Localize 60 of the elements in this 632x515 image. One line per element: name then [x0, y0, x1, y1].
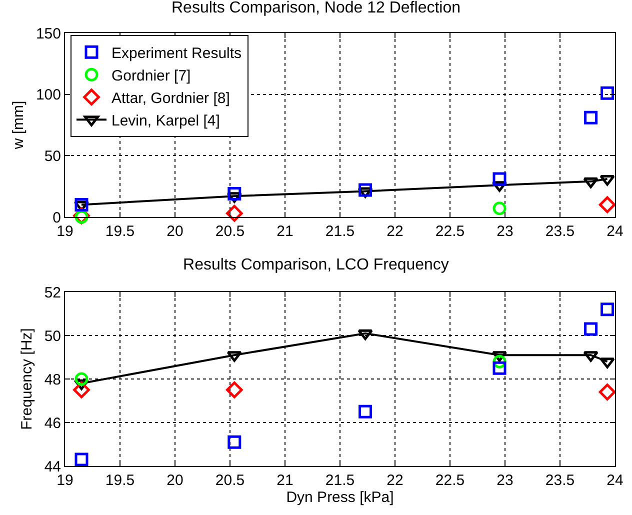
point: [492, 202, 506, 216]
point: [74, 452, 88, 466]
chart-title: Results Comparison, Node 12 Deflection: [171, 0, 461, 16]
y-axis-title: Frequency [Hz]: [18, 328, 36, 430]
y-tick-label: 50: [44, 328, 61, 345]
point: [358, 329, 373, 340]
legend-label: Levin, Karpel [4]: [112, 112, 220, 130]
point: [74, 198, 88, 212]
point: [584, 110, 598, 124]
x-tick-label: 24: [606, 472, 624, 489]
y-tick-label: 52: [44, 284, 61, 302]
point: [583, 351, 598, 362]
point: [228, 435, 242, 449]
x-tick-label: 21.5: [325, 223, 355, 240]
point: [600, 86, 614, 100]
chart-title: Results Comparison, LCO Frequency: [183, 256, 449, 274]
x-tick-label: 22: [386, 472, 404, 489]
x-tick-label: 23.5: [545, 472, 575, 489]
point: [226, 204, 243, 222]
y-axis-title: w [mm]: [10, 100, 28, 150]
x-tick-label: 22: [386, 223, 404, 240]
y-tick-label: 100: [36, 86, 61, 104]
point: [600, 302, 614, 316]
y-tick-label: 46: [44, 414, 61, 432]
point: [492, 361, 506, 375]
point: [492, 172, 506, 186]
point: [226, 381, 243, 398]
point: [598, 196, 616, 214]
point: [600, 358, 615, 368]
x-tick-label: 23: [496, 223, 514, 240]
x-tick-label: 23.5: [545, 223, 575, 240]
y-tick-label: 50: [44, 148, 61, 165]
legend-label: Attar, Gordnier [8]: [112, 90, 230, 107]
x-tick-label: 21.5: [325, 472, 355, 489]
x-tick-label: 19.5: [105, 223, 135, 240]
y-tick-label: 48: [44, 371, 61, 388]
x-tick-label: 22.5: [435, 472, 465, 489]
x-tick-label: 20: [166, 223, 184, 240]
legend-label: Gordnier [7]: [112, 67, 191, 84]
point: [358, 404, 372, 418]
y-tick-label: 150: [36, 25, 61, 42]
x-axis-title: Dyn Press [kPa]: [286, 489, 394, 506]
x-tick-label: 24: [606, 223, 624, 240]
x-tick-label: 22.5: [435, 223, 465, 240]
x-tick-label: 21: [276, 472, 294, 489]
legend-label: Experiment Results: [112, 44, 242, 62]
point: [358, 183, 372, 197]
point: [583, 177, 598, 188]
point: [228, 186, 242, 200]
x-tick-label: 23: [496, 472, 514, 489]
point: [74, 372, 88, 386]
point: [226, 351, 242, 362]
x-tick-label: 20.5: [215, 223, 245, 240]
point: [584, 322, 598, 336]
x-tick-label: 21: [276, 223, 294, 240]
point: [598, 384, 616, 400]
point: [600, 174, 615, 186]
x-tick-label: 20.5: [215, 472, 245, 489]
x-tick-label: 20: [166, 472, 184, 489]
x-tick-label: 19.5: [105, 472, 135, 489]
